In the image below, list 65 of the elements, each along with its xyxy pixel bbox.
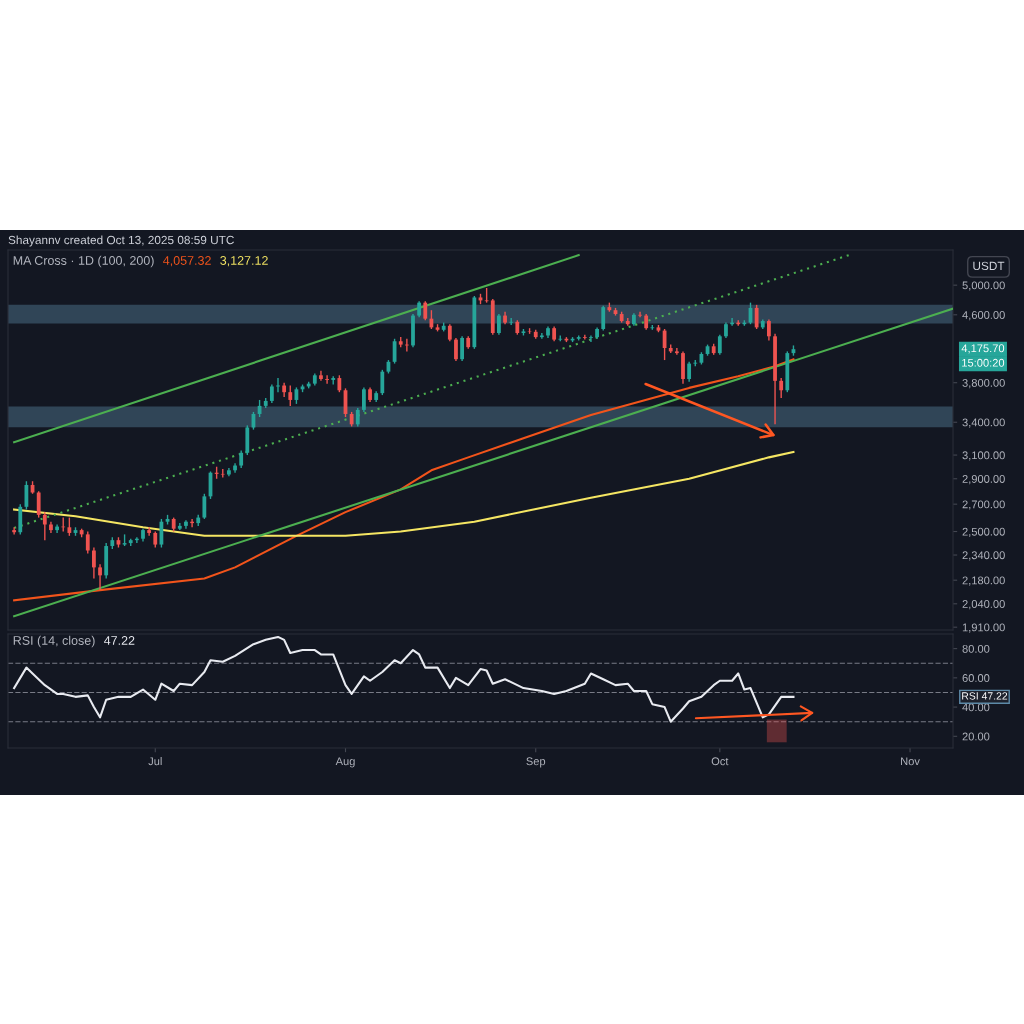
text: USDT bbox=[973, 261, 1005, 271]
y-tick-label: 4,600.00 bbox=[962, 311, 1005, 321]
chart-title: MA Cross · 1D (100, 200) bbox=[13, 255, 154, 268]
y-tick-label: 2,500.00 bbox=[962, 527, 1005, 537]
candlestick bbox=[767, 318, 771, 342]
text: 4,175.70 bbox=[961, 344, 1005, 354]
candlestick bbox=[355, 407, 360, 428]
candlestick bbox=[582, 333, 587, 341]
x-tick-label: Nov bbox=[901, 757, 920, 766]
candlestick bbox=[539, 332, 544, 340]
candlestick bbox=[42, 511, 47, 541]
candlestick bbox=[423, 300, 428, 321]
chart-title: RSI (14, close) bbox=[13, 635, 95, 648]
x-tick-label: Jul bbox=[148, 757, 162, 766]
candlestick bbox=[454, 337, 458, 362]
candlestick bbox=[754, 304, 759, 330]
candlestick bbox=[202, 493, 207, 520]
candlestick bbox=[674, 347, 679, 356]
candlestick bbox=[67, 516, 72, 537]
candlestick bbox=[269, 383, 274, 404]
line-series bbox=[13, 635, 795, 723]
y-tick-label: 2,900.00 bbox=[962, 475, 1005, 485]
candlestick bbox=[147, 526, 152, 537]
x-tick-label: Oct bbox=[711, 757, 729, 766]
candlestick bbox=[687, 361, 692, 383]
y-tick-label: 2,180.00 bbox=[962, 576, 1005, 586]
candlestick bbox=[288, 384, 293, 407]
candlestick bbox=[509, 317, 514, 326]
candlestick bbox=[55, 523, 59, 534]
line-series bbox=[13, 358, 795, 602]
y-tick-label: 80.00 bbox=[962, 644, 990, 653]
candlestick bbox=[92, 546, 96, 580]
candlestick bbox=[779, 377, 784, 399]
x-tick-label: Sep bbox=[526, 757, 546, 768]
y-tick-label: 1,910.00 bbox=[962, 623, 1005, 633]
line-series bbox=[13, 450, 795, 537]
x-tick-label: Aug bbox=[335, 757, 355, 768]
text: 4,057.32 bbox=[163, 256, 211, 267]
text: RSI 47.22 bbox=[962, 692, 1008, 700]
candlestick bbox=[362, 386, 366, 413]
candlestick bbox=[380, 369, 385, 396]
y-tick-label: 60.00 bbox=[962, 674, 990, 682]
y-tick-label: 2,340.00 bbox=[962, 551, 1005, 561]
candlestick bbox=[325, 374, 329, 385]
candlestick bbox=[460, 335, 464, 362]
y-tick-label: 3,100.00 bbox=[962, 451, 1005, 461]
candlestick bbox=[36, 490, 41, 519]
y-tick-label: 3,400.00 bbox=[962, 418, 1005, 428]
candlestick bbox=[85, 530, 90, 555]
y-tick-label: 2,040.00 bbox=[962, 600, 1005, 610]
y-tick-label: 3,800.00 bbox=[962, 378, 1005, 389]
chart-subtitle: Shayannv created Oct 13, 2025 08:59 UTC bbox=[8, 235, 234, 247]
candlestick bbox=[717, 333, 722, 356]
text: 3,127.12 bbox=[220, 256, 268, 267]
candlestick bbox=[638, 311, 642, 318]
y-tick-label: 20.00 bbox=[962, 732, 990, 741]
y-tick-label: 2,700.00 bbox=[962, 500, 1005, 510]
text: 15:00:20 bbox=[962, 358, 1005, 367]
candlestick bbox=[601, 304, 606, 332]
candlestick bbox=[98, 563, 102, 591]
candlestick bbox=[497, 313, 501, 336]
y-tick-label: 5,000.00 bbox=[962, 281, 1005, 291]
candlestick bbox=[589, 334, 593, 343]
text: 47.22 bbox=[104, 636, 135, 645]
candlestick bbox=[12, 526, 17, 536]
